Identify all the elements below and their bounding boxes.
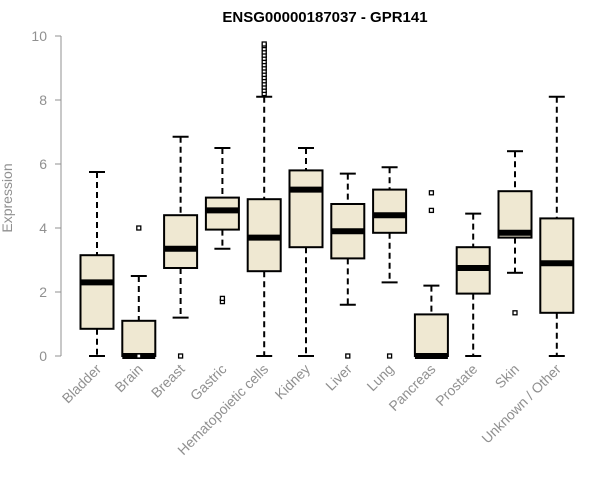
box bbox=[413, 313, 449, 357]
box-group-2 bbox=[121, 225, 157, 359]
box bbox=[121, 319, 157, 357]
outlier-point bbox=[428, 190, 435, 196]
x-tick-label: Breast bbox=[148, 361, 188, 401]
box-group-4 bbox=[204, 147, 240, 305]
outlier-point bbox=[428, 207, 435, 214]
x-tick-label: Lung bbox=[363, 361, 396, 394]
outlier-point bbox=[136, 225, 142, 231]
y-tick-label: 2 bbox=[39, 284, 47, 300]
outlier-point bbox=[177, 353, 184, 359]
outlier-point bbox=[219, 295, 226, 302]
y-axis: 0 2 4 6 8 10 bbox=[31, 28, 62, 364]
box bbox=[372, 188, 408, 234]
x-tick-label: Brain bbox=[111, 361, 145, 395]
x-tick-label: Prostate bbox=[432, 361, 480, 409]
box-group-7 bbox=[330, 172, 366, 359]
x-tick-label: Liver bbox=[322, 361, 355, 394]
box bbox=[288, 169, 324, 249]
box-group-8 bbox=[372, 166, 408, 359]
box bbox=[163, 214, 199, 269]
box-group-10 bbox=[455, 212, 491, 357]
box-group-1 bbox=[79, 171, 115, 357]
box-group-5 bbox=[246, 41, 282, 357]
y-tick-label: 8 bbox=[39, 92, 47, 108]
y-tick-label: 10 bbox=[31, 28, 47, 44]
box bbox=[204, 196, 240, 231]
box-group-6 bbox=[288, 147, 324, 357]
outlier-point bbox=[345, 353, 351, 359]
box-group-11 bbox=[497, 150, 533, 316]
y-tick-label: 4 bbox=[39, 220, 47, 236]
outlier-point bbox=[386, 353, 393, 359]
box-group-3 bbox=[163, 135, 199, 359]
y-axis-label: Expression bbox=[0, 163, 15, 232]
outlier-point bbox=[136, 353, 142, 359]
box-group-12 bbox=[539, 95, 575, 357]
boxes bbox=[79, 41, 575, 359]
x-tick-label: Unknown / Other bbox=[478, 361, 564, 447]
box bbox=[79, 254, 115, 330]
x-tick-label: Skin bbox=[492, 361, 523, 392]
x-tick-label: Bladder bbox=[59, 361, 105, 407]
y-tick-label: 6 bbox=[39, 156, 47, 172]
box-group-9 bbox=[413, 190, 449, 359]
y-tick-label: 0 bbox=[39, 348, 47, 364]
x-tick-label: Kidney bbox=[272, 361, 314, 403]
outlier-point bbox=[512, 310, 518, 316]
chart-title: ENSG00000187037 - GPR141 bbox=[222, 9, 427, 26]
outlier-point bbox=[261, 41, 267, 47]
